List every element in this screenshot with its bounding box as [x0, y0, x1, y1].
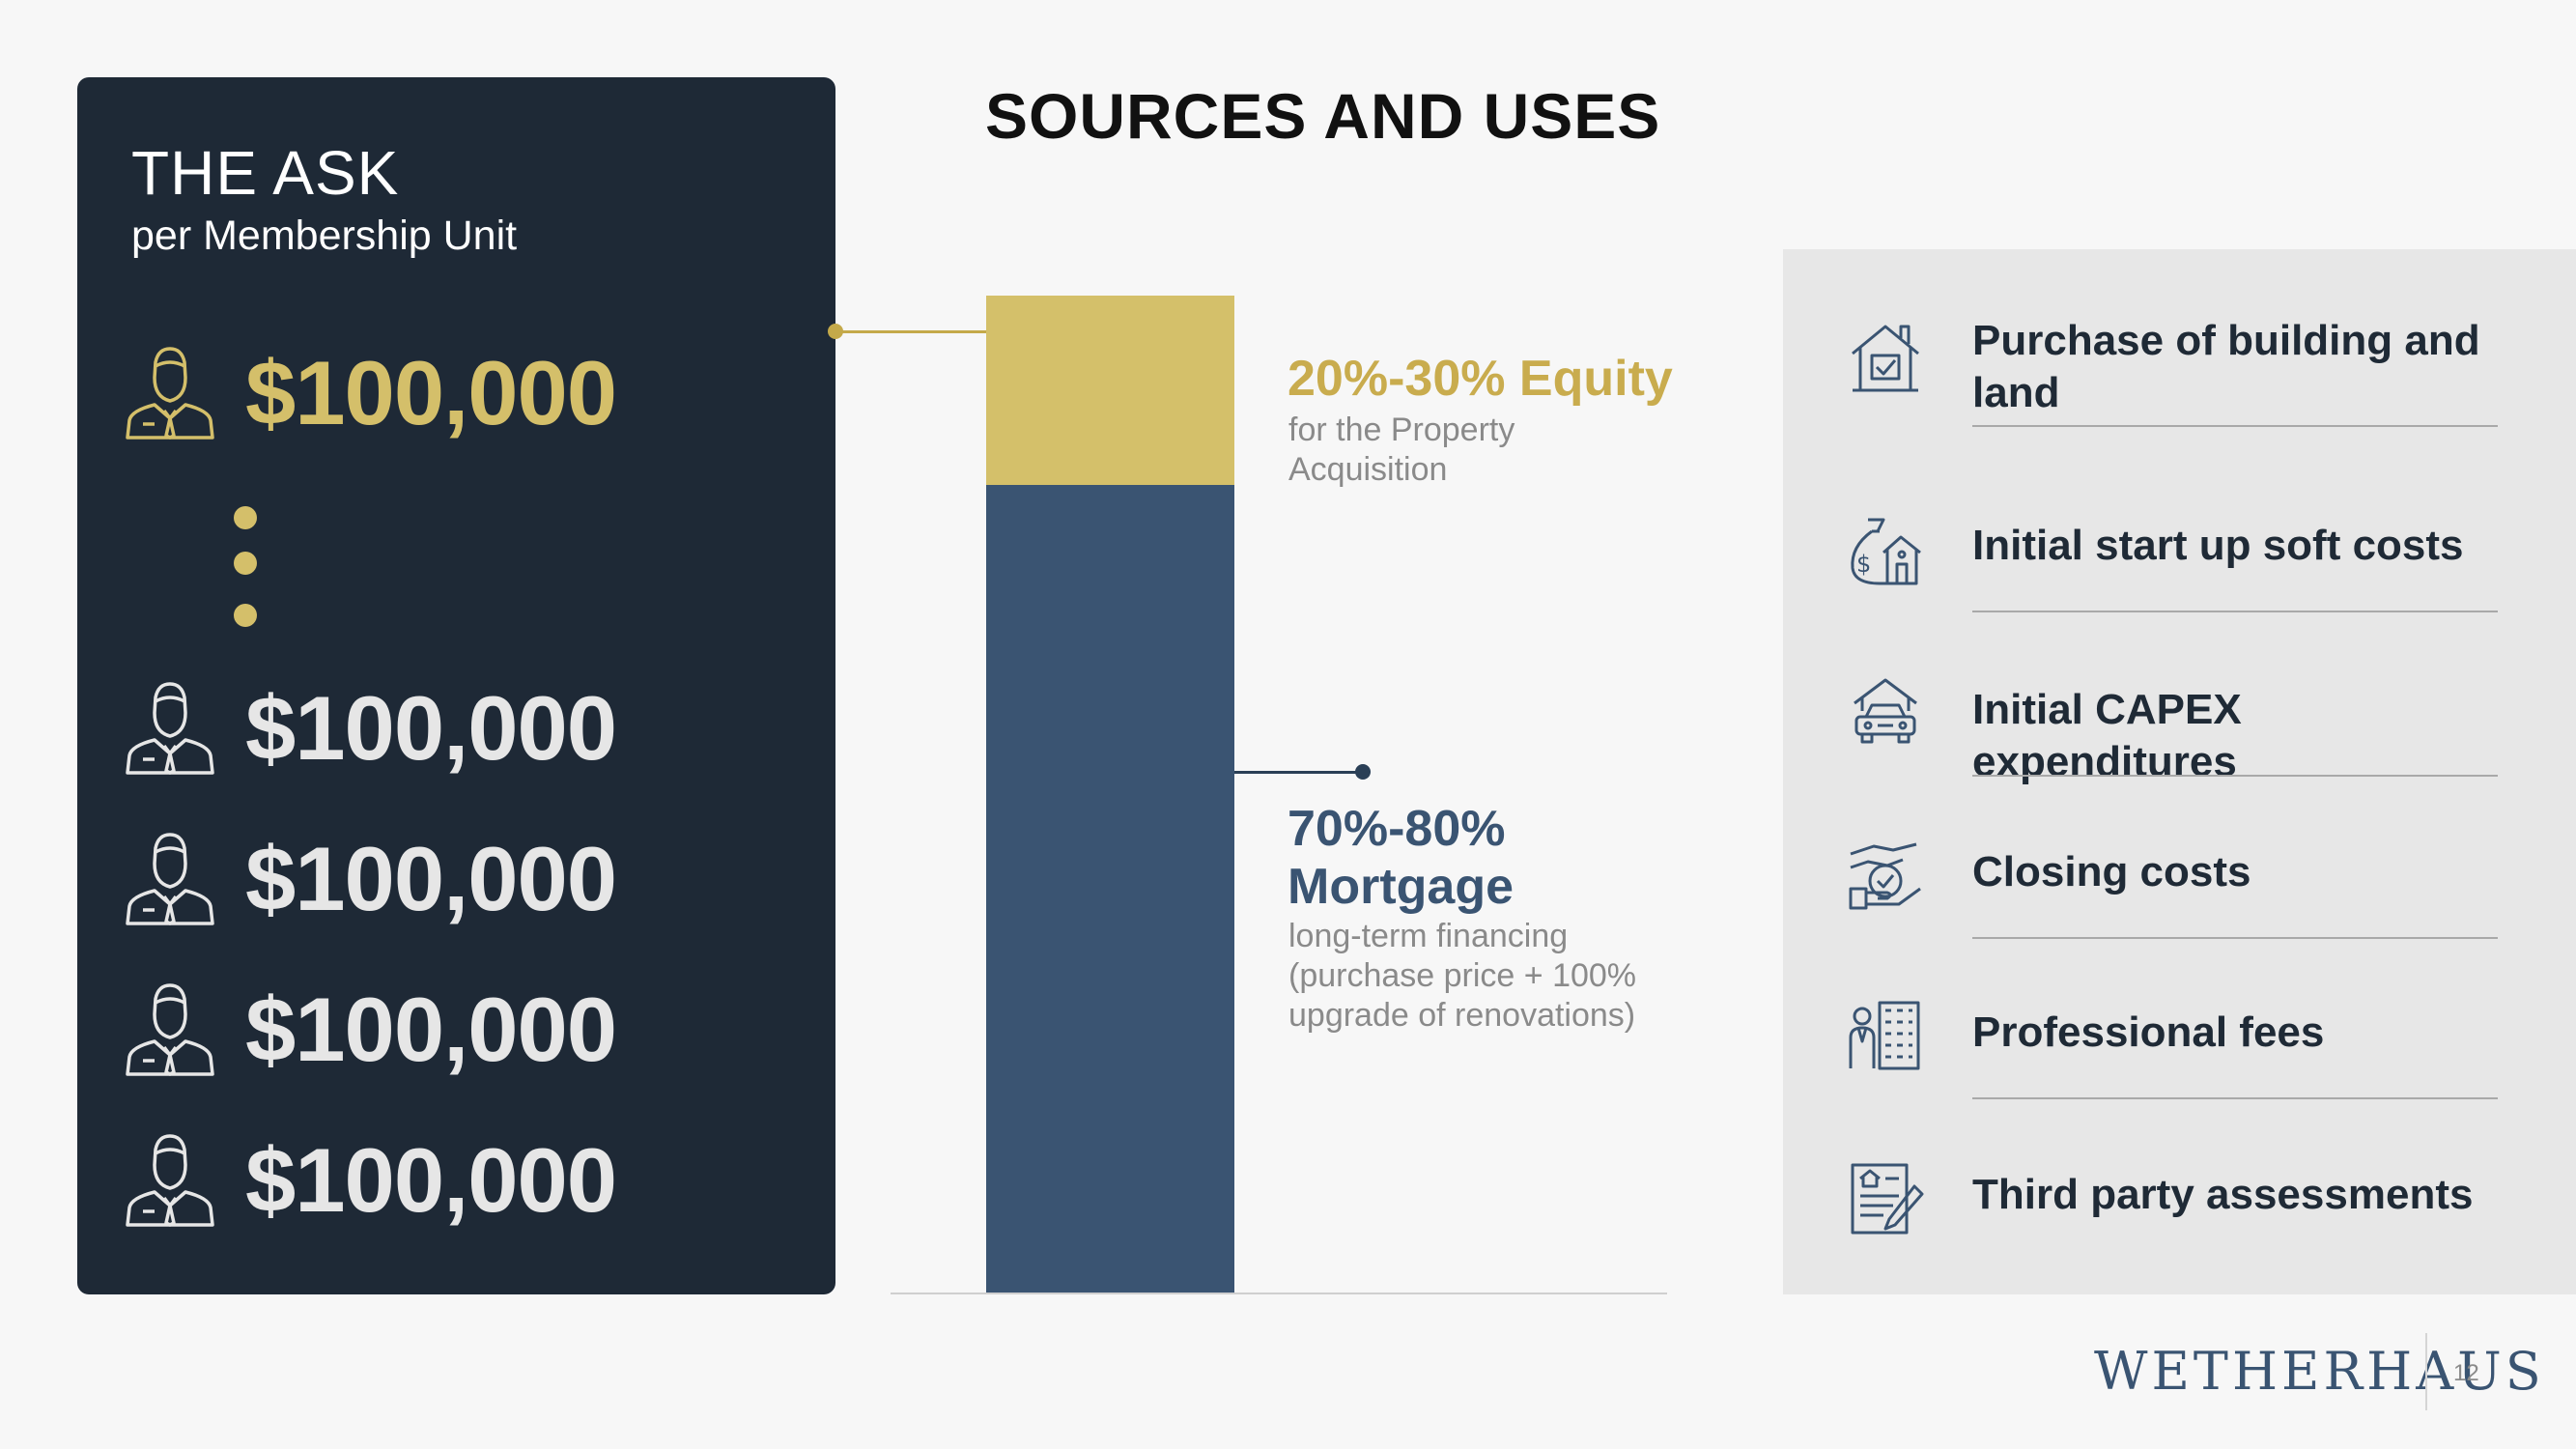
mortgage-segment: [986, 485, 1234, 1293]
money-bag-house-icon: $: [1851, 518, 1921, 585]
use-label: Third party assessments: [1972, 1171, 2474, 1218]
businessman-icon: [126, 347, 214, 440]
use-separator: [1972, 425, 2498, 427]
sources-stacked-bar: [986, 296, 1234, 1293]
ask-amount: $100,000: [245, 828, 617, 929]
the-ask-panel: THE ASK per Membership Unit $100,000: [77, 77, 835, 1294]
mortgage-heading: 70%-80% Mortgage: [1288, 801, 1514, 915]
use-label: Professional fees: [1972, 1009, 2325, 1056]
ask-amount: $100,000: [245, 677, 617, 779]
page-number: 12: [2453, 1360, 2479, 1386]
uses-panel: Purchase of building and land $ Initial …: [1783, 249, 2576, 1294]
mortgage-connector-line: [1234, 771, 1363, 774]
use-separator: [1972, 937, 2498, 939]
ellipsis-dot: [234, 552, 257, 575]
mortgage-description: long-term financing (purchase price + 10…: [1288, 918, 1637, 1034]
ask-title: THE ASK: [131, 138, 400, 208]
ask-subtitle: per Membership Unit: [131, 213, 518, 259]
professional-building-icon: [1849, 1001, 1920, 1070]
ellipsis-dot: [234, 604, 257, 627]
footer-divider: [2425, 1333, 2427, 1410]
businessman-icon: [126, 983, 214, 1076]
ask-row-2: $100,000: [122, 668, 798, 784]
use-label: Purchase of building and land: [1972, 317, 2480, 416]
equity-heading: 20%-30% Equity: [1288, 351, 1673, 407]
use-separator: [1972, 775, 2498, 777]
ask-amount: $100,000: [245, 1129, 617, 1231]
businessman-icon: [126, 682, 214, 775]
connector-line: [836, 330, 986, 333]
house-check-icon: [1852, 325, 1919, 392]
use-separator: [1972, 1097, 2498, 1099]
use-separator: [1972, 611, 2498, 612]
businessman-icon: [126, 1134, 214, 1227]
chart-baseline: [891, 1293, 1667, 1294]
ask-row-3: $100,000: [122, 819, 798, 935]
page-title: SOURCES AND USES: [985, 80, 1661, 152]
ask-row-4: $100,000: [122, 970, 798, 1086]
house-car-icon: [1854, 678, 1917, 744]
use-label: Initial CAPEX expenditures: [1972, 686, 2242, 785]
ellipsis-dot: [234, 506, 257, 529]
equity-segment: [986, 296, 1234, 485]
document-pen-icon: [1851, 1163, 1924, 1235]
ask-amount: $100,000: [245, 342, 617, 443]
mortgage-connector-pin: [1355, 764, 1371, 780]
ask-amount: $100,000: [245, 979, 617, 1080]
use-label: Initial start up soft costs: [1972, 522, 2464, 569]
ask-row-5: $100,000: [122, 1121, 798, 1236]
connector-pin: [828, 324, 843, 339]
brand-logo: WETHERHAUS: [2094, 1341, 2545, 1402]
svg-text:$: $: [1856, 551, 1871, 578]
hand-coin-icon: [1849, 842, 1921, 910]
use-label: Closing costs: [1972, 848, 2251, 895]
ask-row-1: $100,000: [122, 333, 798, 449]
businessman-icon: [126, 833, 214, 925]
equity-description: for the Property Acquisition: [1288, 412, 1515, 488]
